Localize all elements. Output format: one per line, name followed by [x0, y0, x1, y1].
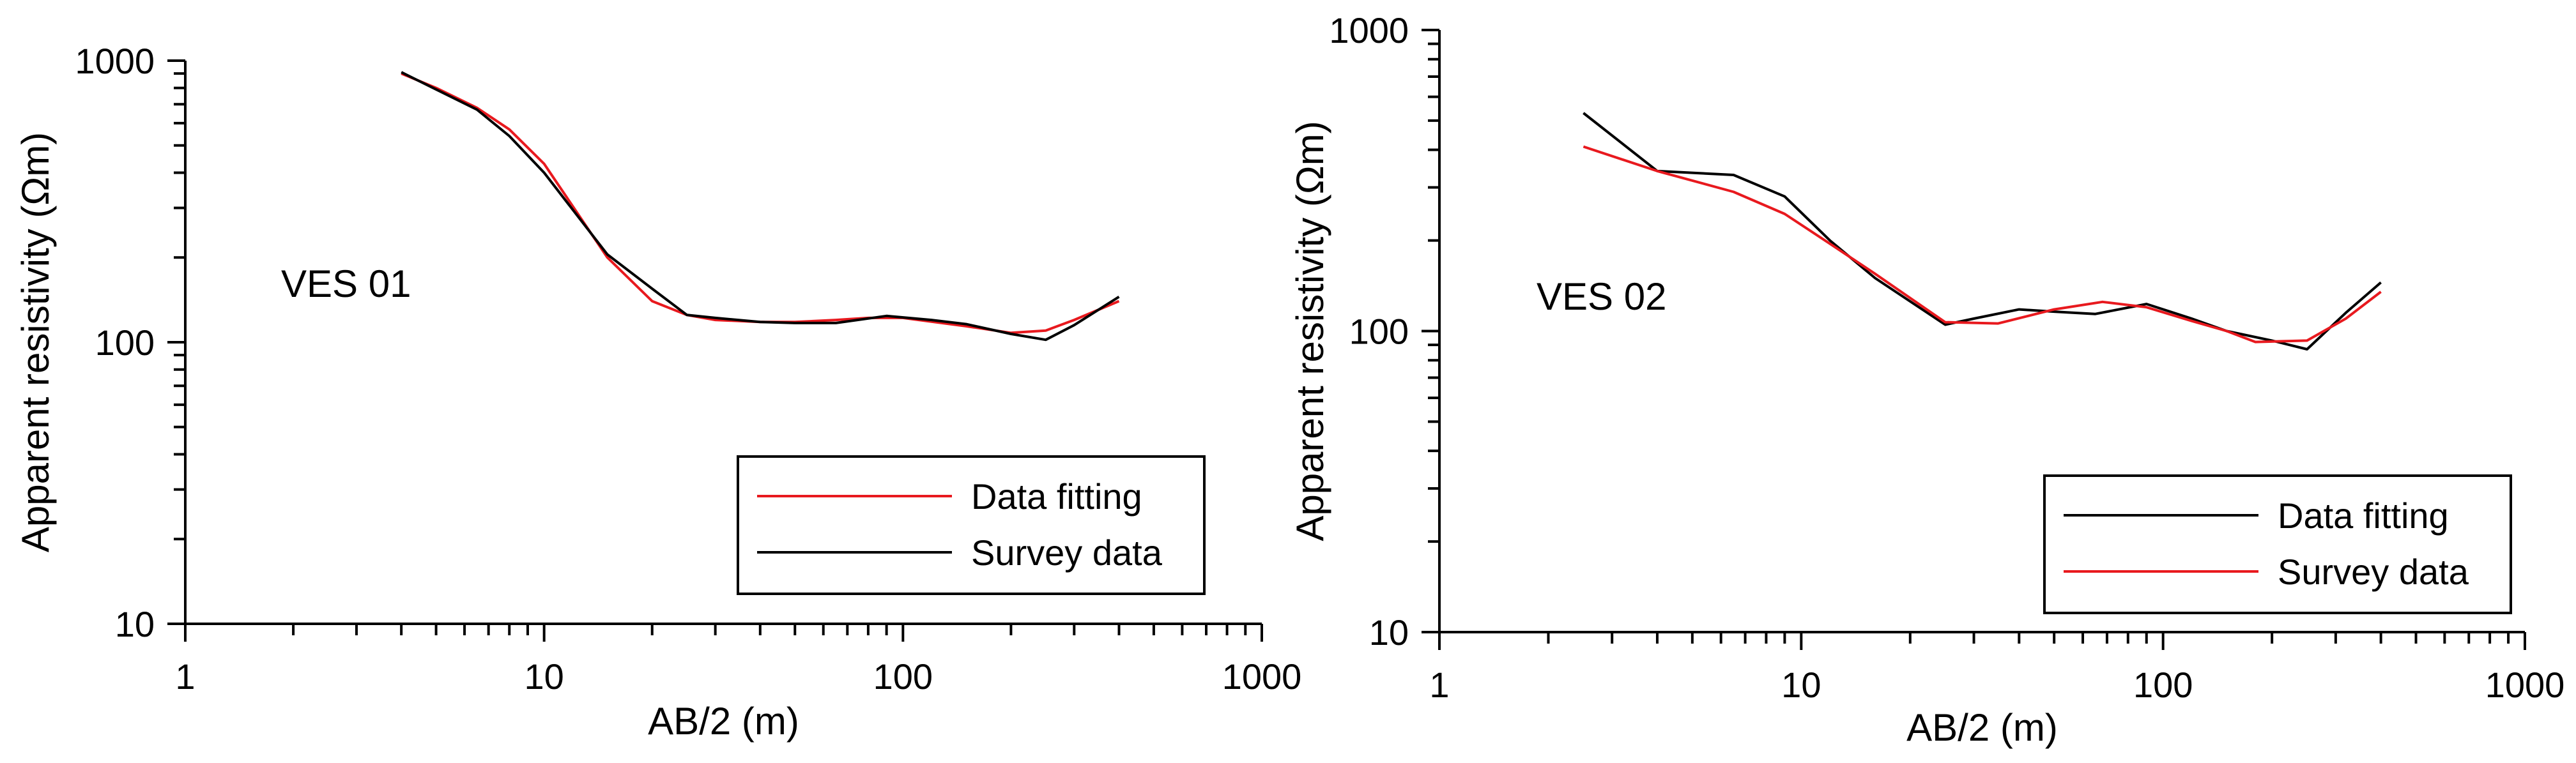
- x-tick-label: 10: [1781, 665, 1821, 705]
- series-line-survey-data: [401, 71, 1120, 342]
- y-axis-label: Apparent resistivity (Ωm): [1289, 121, 1331, 541]
- x-tick-label: 1: [175, 656, 195, 697]
- series-line-data-fitting: [401, 72, 1120, 335]
- y-tick-label: 10: [1369, 612, 1409, 653]
- x-ticks: 1 10 100 1000: [175, 624, 1301, 697]
- y-tick-label: 1000: [75, 41, 155, 81]
- y-ticks: 10 100 1000: [75, 41, 185, 644]
- legend-label: Survey data: [2278, 552, 2469, 592]
- series-layer: [1583, 112, 2382, 351]
- x-tick-label: 1: [1429, 665, 1449, 705]
- legend: Data fitting Survey data: [737, 455, 1206, 595]
- x-axis-label: AB/2 (m): [1906, 706, 2058, 749]
- series-line-survey-data: [1583, 145, 2382, 344]
- y-tick-label: 10: [115, 604, 155, 644]
- chart-annotation: VES 02: [1537, 275, 1666, 318]
- chart-ves-01: 1 10 100 1000 10 100 1000 AB/2 (m) Apparent r…: [14, 41, 1301, 743]
- x-tick-label: 100: [873, 656, 933, 697]
- series-line-data-fitting: [1583, 112, 2382, 351]
- series-layer: [401, 71, 1120, 342]
- chart-annotation: VES 01: [281, 262, 411, 305]
- x-tick-label: 100: [2133, 665, 2193, 705]
- legend-box: [2043, 474, 2512, 614]
- legend-label: Data fitting: [971, 476, 1142, 517]
- y-tick-label: 100: [95, 322, 155, 363]
- legend-label: Survey data: [971, 533, 1163, 573]
- legend-label: Data fitting: [2278, 495, 2449, 536]
- x-ticks: 1 10 100 1000: [1429, 632, 2564, 705]
- y-axis-label: Apparent resistivity (Ωm): [14, 132, 57, 552]
- y-tick-label: 1000: [1329, 10, 1409, 50]
- y-ticks: 10 100 1000: [1329, 10, 1439, 653]
- x-tick-label: 10: [525, 656, 564, 697]
- legend: Data fitting Survey data: [2043, 474, 2512, 614]
- chart-ves-02: 1 10 100 1000 10 100 1000 AB/2 (m) Apparent r…: [1289, 10, 2564, 749]
- x-tick-label: 1000: [2485, 665, 2565, 705]
- x-axis-label: AB/2 (m): [648, 700, 799, 743]
- x-tick-label: 1000: [1222, 656, 1302, 697]
- legend-box: [737, 455, 1206, 595]
- y-tick-label: 100: [1349, 312, 1409, 352]
